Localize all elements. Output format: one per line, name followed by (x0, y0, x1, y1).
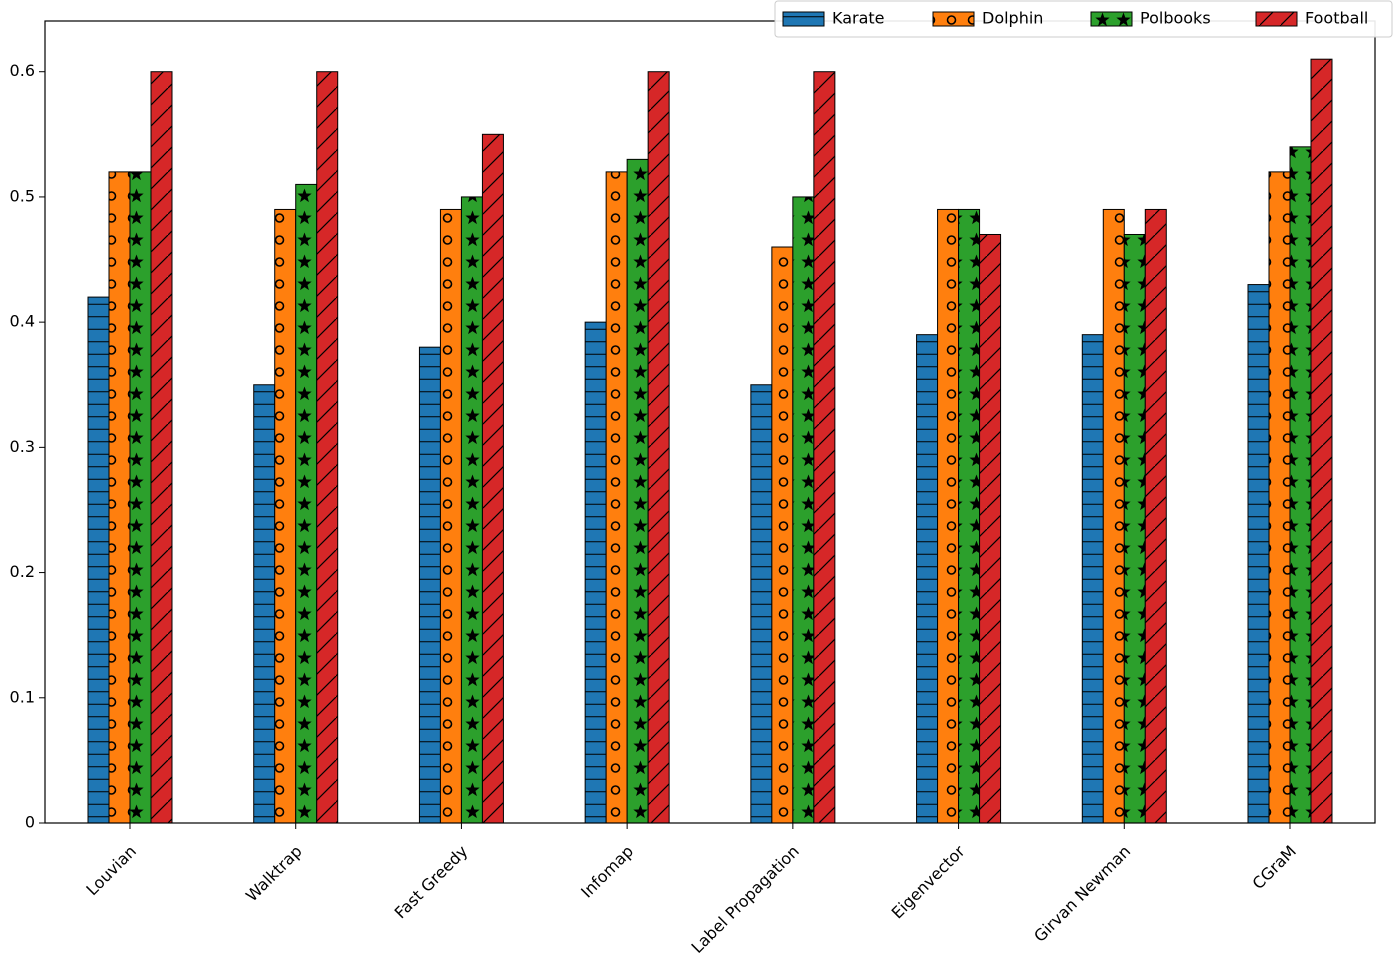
x-tick-label: Louvian (82, 842, 140, 900)
legend-label: Dolphin (982, 9, 1043, 28)
bar (1102, 208, 1125, 824)
y-tick-label: 0.2 (10, 562, 35, 581)
x-tick-label: CGraM (1249, 842, 1300, 893)
bar (626, 158, 649, 824)
bar (129, 171, 152, 824)
x-tick-label: Label Propagation (687, 842, 802, 957)
bar (418, 346, 441, 824)
bar (1123, 233, 1146, 824)
bar (584, 321, 607, 824)
legend-label: Polbooks (1140, 9, 1211, 28)
bar (750, 384, 773, 824)
bar (460, 196, 483, 824)
y-tick-label: 0.4 (10, 312, 35, 331)
plot-frame (44, 20, 1376, 824)
bar (792, 196, 815, 824)
y-tick-label: 0 (25, 813, 35, 832)
legend-label: Karate (832, 9, 885, 28)
bar (937, 208, 960, 824)
y-tick-label: 0.3 (10, 437, 35, 456)
x-tick-label: Eigenvector (888, 841, 969, 922)
bar (1289, 146, 1312, 824)
bar (647, 71, 670, 824)
bar (958, 208, 981, 824)
bar (771, 246, 794, 824)
bar (439, 208, 462, 824)
bar (1247, 284, 1270, 824)
bar (316, 71, 339, 824)
y-tick-label: 0.6 (10, 61, 35, 80)
bar (1144, 208, 1167, 824)
bar (605, 171, 628, 824)
bar (108, 171, 131, 824)
legend-box (774, 0, 1393, 38)
bar (274, 208, 297, 824)
bar (813, 71, 836, 824)
x-tick-label: Walktrap (242, 842, 306, 906)
bar (1310, 58, 1333, 824)
legend-label: Football (1305, 9, 1368, 28)
y-tick-label: 0.1 (10, 687, 35, 706)
bar (295, 183, 318, 824)
bar (87, 296, 110, 824)
legend-swatch (1255, 11, 1298, 27)
x-tick-label: Fast Greedy (391, 842, 472, 923)
y-tick-label: 0.5 (10, 186, 35, 205)
bar (481, 133, 504, 824)
bar (150, 71, 173, 824)
bar (979, 233, 1002, 824)
bar (916, 334, 939, 824)
legend-swatch (782, 11, 825, 27)
legend-swatch (1090, 11, 1133, 27)
x-tick-label: Infomap (577, 842, 637, 902)
bar (1081, 334, 1104, 824)
x-tick-label: Girvan Newman (1030, 842, 1134, 946)
bar (253, 384, 276, 824)
legend-swatch (932, 11, 975, 27)
bar (1268, 171, 1291, 824)
